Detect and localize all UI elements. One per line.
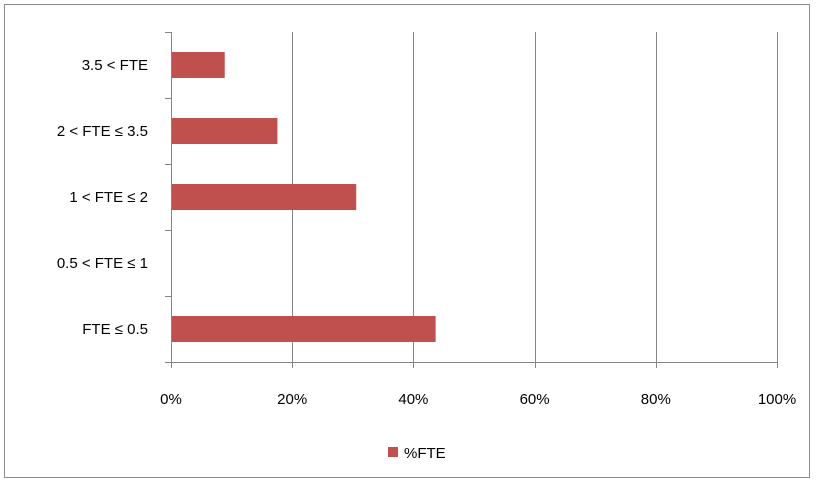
x-tick-labels: 0% 20% 40% 60% 80% 100% (160, 391, 796, 408)
x-tick-label: 20% (277, 391, 307, 408)
bar-5 (172, 316, 436, 342)
chart-frame (4, 4, 810, 478)
x-tick-label: 100% (758, 391, 796, 408)
y-tick-label: 0.5 < FTE ≤ 1 (57, 255, 148, 272)
y-tick-labels: 3.5 < FTE 2 < FTE ≤ 3.5 1 < FTE ≤ 2 0.5 < F… (57, 57, 148, 338)
y-tick-label: 2 < FTE ≤ 3.5 (57, 123, 148, 140)
legend-swatch (388, 447, 398, 457)
legend: %FTE (388, 445, 446, 462)
bar-1 (172, 52, 225, 78)
y-tick-label: 3.5 < FTE (82, 57, 148, 74)
x-tick-label: 40% (398, 391, 428, 408)
bars (172, 52, 436, 342)
x-tick-label: 80% (641, 391, 671, 408)
bar-2 (172, 118, 278, 144)
y-tick-label: FTE ≤ 0.5 (82, 321, 148, 338)
axes (165, 32, 778, 368)
x-tick-label: 0% (160, 391, 182, 408)
legend-label-fte: %FTE (404, 445, 446, 462)
gridlines (292, 32, 778, 362)
bar-3 (172, 184, 357, 210)
x-tick-label: 60% (520, 391, 550, 408)
y-tick-label: 1 < FTE ≤ 2 (69, 189, 148, 206)
